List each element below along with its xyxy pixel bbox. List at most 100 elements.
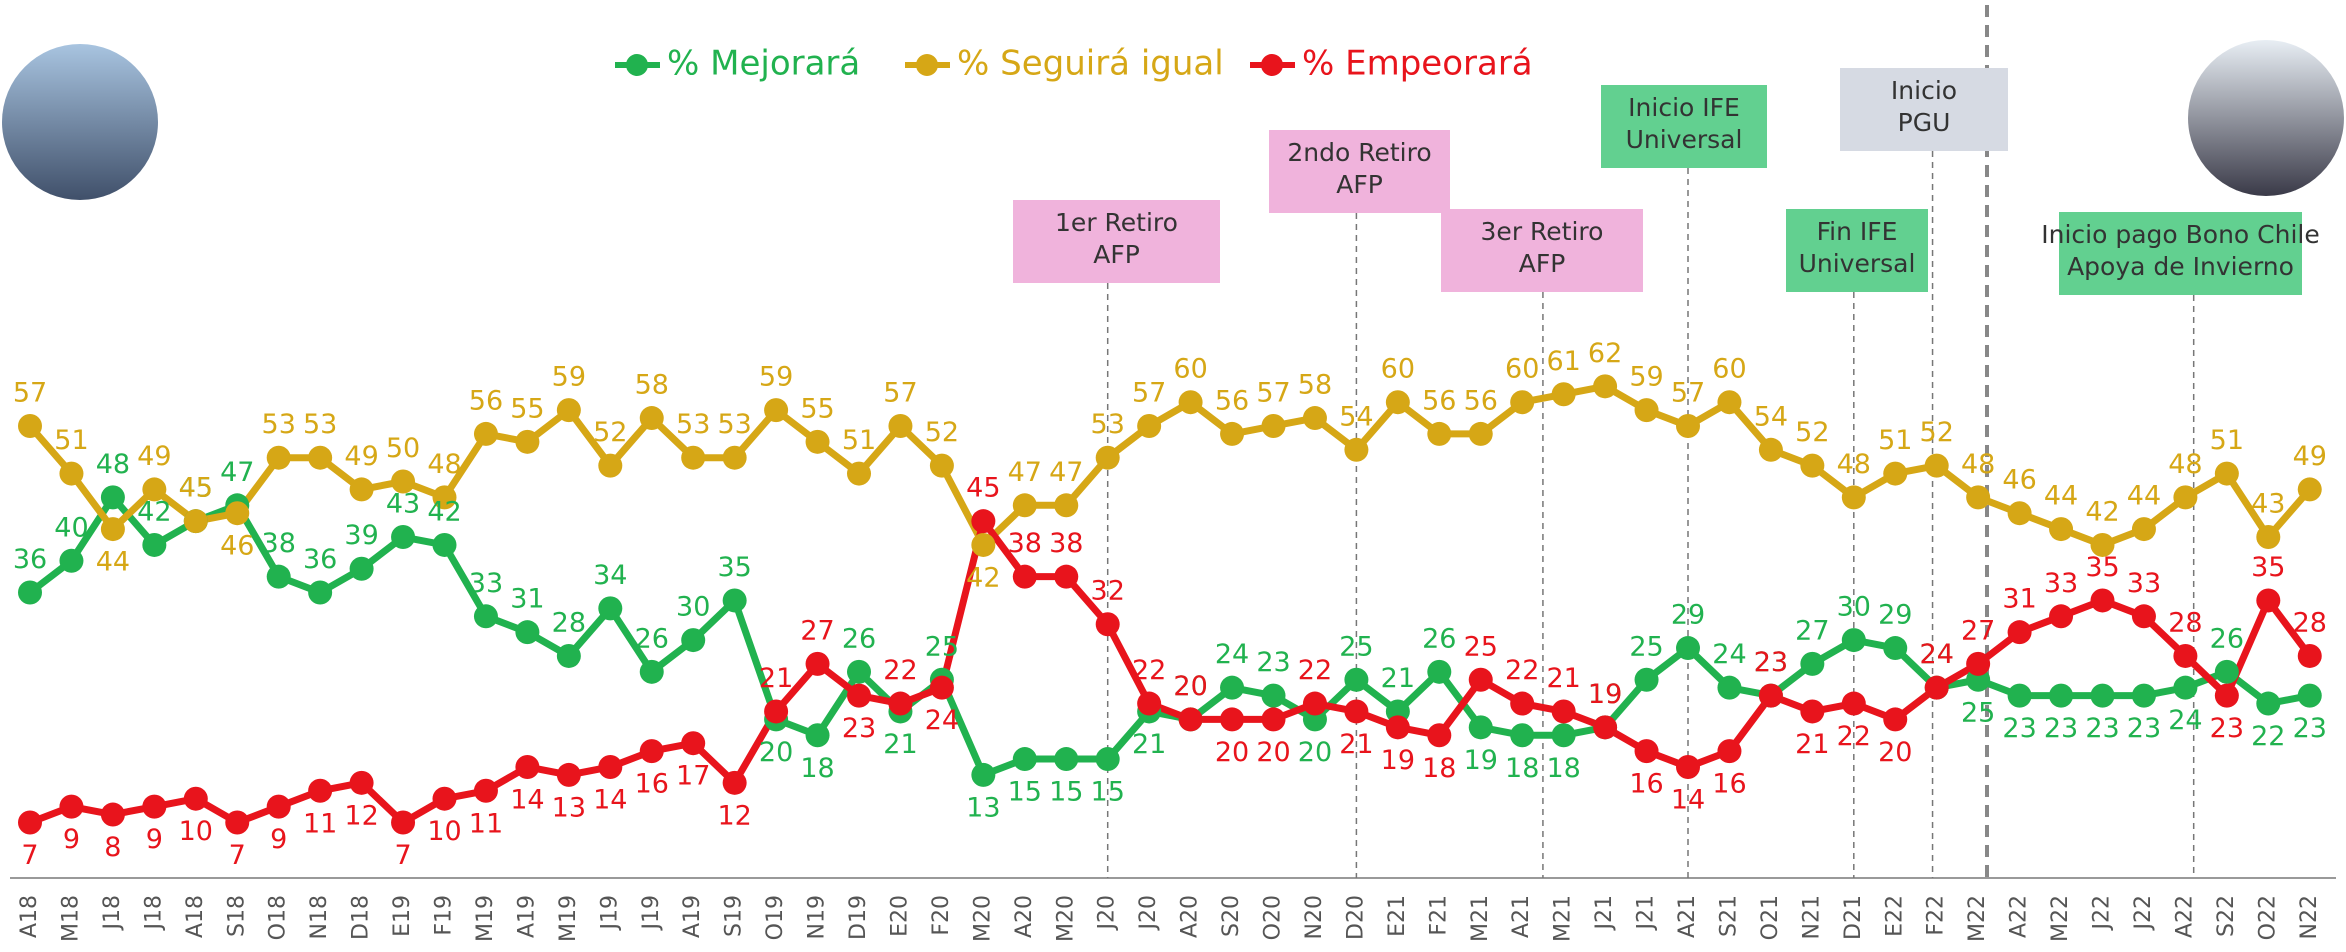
data-point [1095,747,1120,772]
data-point [1054,747,1079,772]
x-tick-label: S21 [1716,895,1741,937]
data-label: 10 [427,816,461,847]
x-tick-label: F22 [1924,895,1949,936]
x-tick-label: N20 [1302,895,1327,939]
x-tick-label: N22 [2297,895,2322,939]
data-point [1717,390,1742,415]
data-point [266,794,291,819]
data-label: 57 [1132,377,1166,408]
data-point [2090,588,2115,613]
data-label: 18 [800,753,834,784]
data-point [681,628,706,653]
data-label: 56 [1464,385,1498,416]
data-label: 50 [386,433,420,464]
data-point [681,731,706,756]
data-label: 53 [676,409,710,440]
data-point [1468,667,1493,692]
data-label: 56 [1422,385,1456,416]
annotation-box [1786,209,1928,292]
data-label: 18 [1505,753,1539,784]
data-point [1634,739,1659,764]
data-label: 47 [1049,457,1083,488]
data-label: 53 [717,409,751,440]
data-label: 53 [262,409,296,440]
data-label: 52 [593,417,627,448]
data-point [2256,588,2281,613]
x-tick-label: A21 [1509,895,1534,938]
data-label: 17 [676,761,710,792]
data-point [1261,683,1286,708]
data-point [2131,604,2156,629]
data-label: 48 [427,449,461,480]
data-label: 7 [229,840,246,871]
data-point [1593,715,1618,740]
data-point [515,620,540,645]
data-point [1924,675,1949,700]
x-tick-label: E22 [1882,895,1907,937]
data-label: 27 [800,615,834,646]
data-label: 16 [1629,769,1663,800]
data-label: 51 [2210,425,2244,456]
annotation-text: 3er Retiro [1481,217,1604,246]
data-label: 53 [1091,409,1125,440]
data-point [1220,707,1245,732]
data-point [2173,485,2198,510]
data-point [805,723,830,748]
data-point [1800,699,1825,724]
data-label: 22 [1298,655,1332,686]
legend-label: % Seguirá igual [957,44,1224,84]
x-tick-label: J22 [2131,895,2156,931]
data-label: 15 [1091,777,1125,808]
data-label: 20 [1173,671,1207,702]
data-label: 47 [1008,457,1042,488]
data-point [1385,715,1410,740]
x-tick-label: J20 [1136,895,1161,931]
annotation-text: 2ndo Retiro [1287,138,1431,167]
data-point [2131,683,2156,708]
data-point [225,501,250,526]
x-tick-label: S18 [224,895,249,937]
x-tick-label: M21 [1468,895,1493,942]
data-label: 42 [966,562,1000,593]
data-point [473,421,498,446]
x-tick-label: N18 [307,895,332,939]
data-label: 26 [842,623,876,654]
data-label: 22 [2251,721,2285,752]
data-label: 14 [510,784,544,815]
data-point [391,469,416,494]
data-point [2049,517,2074,542]
data-label: 23 [2210,713,2244,744]
data-label: 14 [1671,784,1705,815]
data-label: 30 [1837,592,1871,623]
data-point [1137,413,1162,438]
x-tick-label: A21 [1675,895,1700,938]
x-tick-label: A22 [2172,895,2197,938]
data-point [1012,564,1037,589]
data-point [888,691,913,716]
data-label: 23 [1256,647,1290,678]
data-point [1966,651,1991,676]
data-label: 20 [1878,737,1912,768]
data-point [18,580,42,605]
data-label: 55 [800,393,834,424]
data-label: 42 [427,496,461,527]
x-tick-label: M18 [58,895,83,942]
data-point [1012,493,1037,518]
data-point [473,604,498,629]
x-tick-label: N19 [805,895,830,939]
data-label: 21 [1795,729,1829,760]
data-point [639,659,664,684]
data-label: 21 [1546,663,1580,694]
data-point [142,532,167,557]
x-tick-label: D18 [349,895,374,940]
data-point [432,532,457,557]
data-point [1510,723,1535,748]
x-tick-label: M22 [1965,895,1990,942]
data-point [2214,659,2239,684]
x-tick-label: A22 [2007,895,2032,938]
data-label: 60 [1505,354,1539,385]
data-label: 34 [593,560,627,591]
data-point [142,794,167,819]
data-point [2256,525,2281,550]
data-point [1883,707,1908,732]
